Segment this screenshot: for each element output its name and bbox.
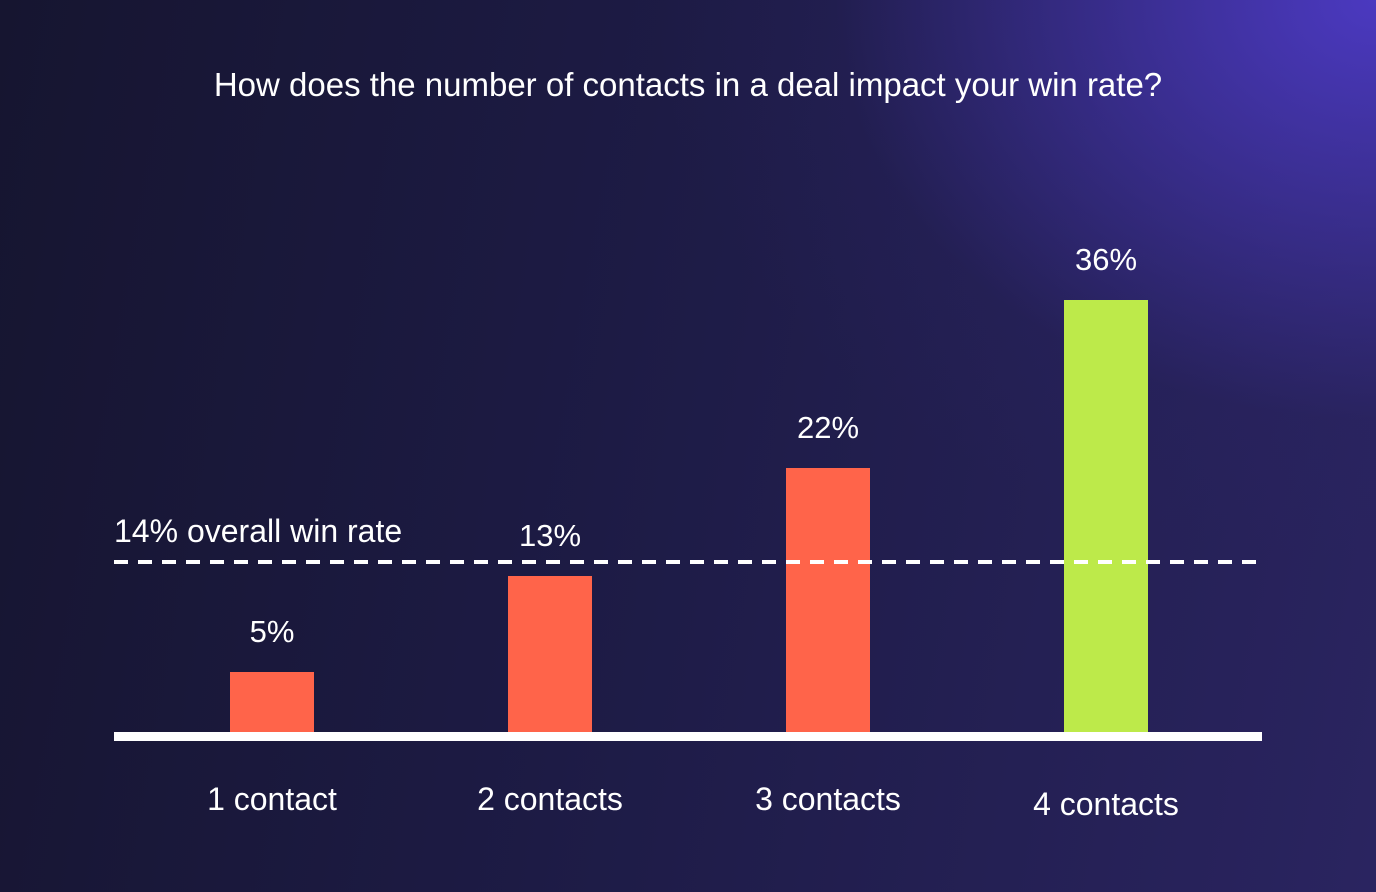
chart-title: How does the number of contacts in a dea… [214,66,1162,103]
value-label-1: 5% [250,614,295,649]
bar-4 [1064,300,1148,732]
x-axis-baseline [114,732,1262,741]
category-label-2: 2 contacts [477,781,623,817]
bar-3 [786,468,870,732]
category-label-3: 3 contacts [755,781,901,817]
x-axis-layer: 1 contact 2 contacts 3 contacts 4 contacts [114,732,1262,822]
overall-win-rate-label: 14% overall win rate [114,513,402,549]
category-label-1: 1 contact [207,781,337,817]
value-label-4: 36% [1075,242,1137,277]
bar-2 [508,576,592,732]
reference-line-layer: 14% overall win rate [114,513,1262,564]
value-labels-layer: 5% 13% 22% 36% [250,242,1137,649]
value-label-2: 13% [519,518,581,553]
bar-1 [230,672,314,732]
category-label-4: 4 contacts [1033,786,1179,822]
bars-layer [230,300,1148,732]
value-label-3: 22% [797,410,859,445]
